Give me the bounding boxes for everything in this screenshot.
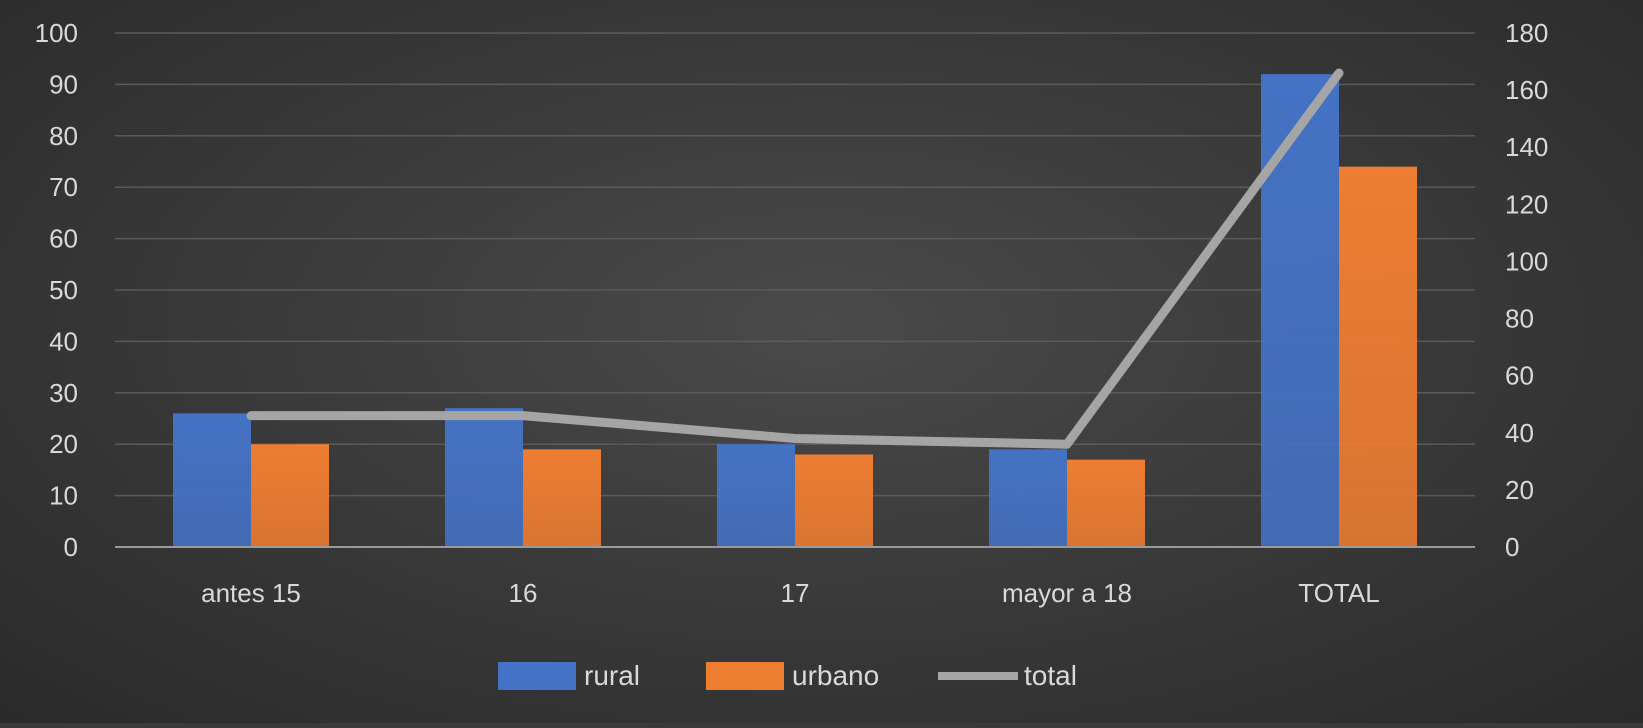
left-tick-label: 100 xyxy=(35,18,78,48)
right-tick-label: 40 xyxy=(1505,418,1534,448)
category-label: 16 xyxy=(509,578,538,608)
right-tick-label: 0 xyxy=(1505,532,1519,562)
line-series xyxy=(246,68,1344,449)
bar-rural xyxy=(717,444,795,547)
point-total xyxy=(250,415,252,417)
bar-urbano xyxy=(1339,166,1417,547)
right-tick-label: 60 xyxy=(1505,361,1534,391)
bar-urbano xyxy=(251,444,329,547)
left-y-axis: 0 10 20 30 40 50 60 70 80 90 100 xyxy=(35,18,78,562)
right-tick-label: 20 xyxy=(1505,475,1534,505)
left-tick-label: 40 xyxy=(49,326,78,356)
right-tick-label: 180 xyxy=(1505,18,1548,48)
left-tick-label: 70 xyxy=(49,172,78,202)
point-total xyxy=(794,437,796,439)
x-axis: antes 15 16 17 mayor a 18 TOTAL xyxy=(115,546,1475,608)
left-tick-label: 90 xyxy=(49,69,78,99)
legend-label-total: total xyxy=(1024,660,1077,691)
bar-urbano xyxy=(1067,459,1145,547)
bar-rural xyxy=(989,449,1067,547)
category-label: 17 xyxy=(781,578,810,608)
bar-rural xyxy=(1261,74,1339,548)
bar-urbano xyxy=(523,449,601,547)
left-tick-label: 30 xyxy=(49,378,78,408)
right-tick-label: 80 xyxy=(1505,304,1534,334)
left-tick-label: 50 xyxy=(49,275,78,305)
left-tick-label: 0 xyxy=(64,532,78,562)
bar-series xyxy=(173,74,1417,548)
category-label: TOTAL xyxy=(1298,578,1379,608)
point-total xyxy=(522,415,524,417)
line-total xyxy=(246,68,1344,449)
left-tick-label: 20 xyxy=(49,429,78,459)
bar-rural xyxy=(173,413,251,547)
bar-rural xyxy=(445,408,523,547)
right-tick-label: 140 xyxy=(1505,132,1548,162)
right-y-axis: 0 20 40 60 80 100 120 140 160 180 xyxy=(1505,18,1548,562)
gridlines xyxy=(115,32,1475,497)
point-total xyxy=(1066,443,1068,445)
left-tick-label: 80 xyxy=(49,121,78,151)
point-total xyxy=(1338,72,1340,74)
legend: rural urbano total xyxy=(498,660,1077,691)
right-tick-label: 160 xyxy=(1505,75,1548,105)
legend-swatch-rural xyxy=(498,662,576,690)
legend-label-urbano: urbano xyxy=(792,660,879,691)
category-label: antes 15 xyxy=(201,578,301,608)
bar-urbano xyxy=(795,454,873,547)
left-tick-label: 10 xyxy=(49,481,78,511)
legend-swatch-urbano xyxy=(706,662,784,690)
legend-label-rural: rural xyxy=(584,660,640,691)
right-tick-label: 100 xyxy=(1505,246,1548,276)
right-tick-label: 120 xyxy=(1505,189,1548,219)
category-label: mayor a 18 xyxy=(1002,578,1132,608)
left-tick-label: 60 xyxy=(49,224,78,254)
